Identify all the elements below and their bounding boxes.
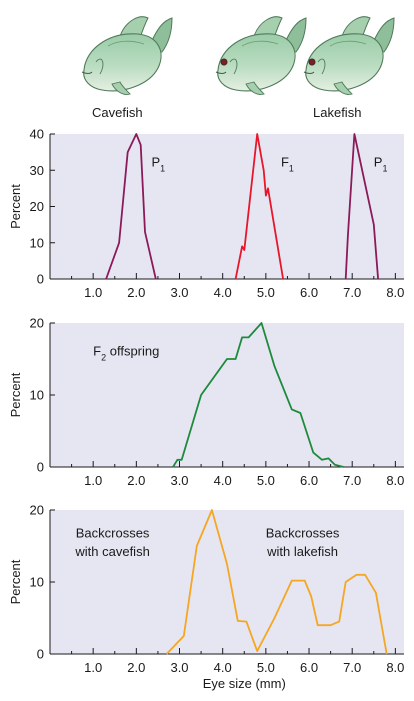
fish-pelvic-fin: [333, 81, 353, 95]
annotation-4: with lakefish: [266, 544, 338, 559]
annotation-text: with lakefish: [266, 544, 338, 559]
y-tick-label: 20: [30, 503, 44, 518]
fish-gill: [229, 58, 238, 75]
y-tick-label: 10: [30, 575, 44, 590]
fish-illustrations: [81, 16, 395, 95]
plot-area: [50, 323, 404, 467]
y-tick-label: 0: [37, 647, 44, 662]
fish-mouth: [215, 71, 227, 74]
x-tick-label: 2.0: [127, 660, 145, 675]
x-tick-label: 6.0: [300, 660, 318, 675]
annotation-1: P1: [151, 155, 165, 174]
y-axis-label: Percent: [8, 559, 23, 604]
x-tick-label: 5.0: [257, 660, 275, 675]
x-tick-label: 7.0: [343, 473, 361, 488]
x-tick-label: 5.0: [257, 473, 275, 488]
annotation-2: F1: [281, 155, 294, 174]
y-tick-label: 10: [30, 388, 44, 403]
y-tick-label: 20: [30, 316, 44, 331]
x-tick-label: 3.0: [170, 473, 188, 488]
fish-body: [83, 33, 162, 92]
x-tick-label: 6.0: [300, 473, 318, 488]
fish-body: [305, 33, 384, 92]
annotation-tail: offspring: [106, 343, 159, 358]
x-tick-label: 8.0: [386, 473, 404, 488]
fish-gill: [317, 58, 326, 75]
series-line-2: [234, 133, 284, 280]
annotation-text: P: [151, 155, 160, 170]
annotation-text: F: [93, 343, 101, 358]
x-tick-label: 7.0: [343, 285, 361, 300]
fish-scale-line: [241, 40, 279, 47]
x-tick-label: 6.0: [300, 285, 318, 300]
series-line-3: [344, 133, 379, 280]
fish-eye: [308, 58, 316, 66]
x-tick-label: 4.0: [214, 473, 232, 488]
y-tick-label: 0: [37, 272, 44, 287]
annotation-3: P1: [374, 155, 388, 174]
annotation-subscript: 2: [101, 352, 106, 362]
x-tick-label: 5.0: [257, 285, 275, 300]
annotation-subscript: 1: [382, 164, 387, 174]
annotation-1: F2 offspring: [93, 343, 159, 362]
x-tick-label: 1.0: [84, 473, 102, 488]
fish-pelvic-fin: [245, 81, 265, 95]
y-tick-label: 40: [30, 127, 44, 142]
x-tick-label: 1.0: [84, 660, 102, 675]
x-tick-label: 4.0: [214, 285, 232, 300]
annotation-subscript: 1: [160, 164, 165, 174]
x-tick-label: 8.0: [386, 285, 404, 300]
y-tick-label: 30: [30, 163, 44, 178]
x-axis-label: Eye size (mm): [203, 676, 286, 691]
annotation-subscript: 1: [289, 164, 294, 174]
fish-body: [217, 33, 296, 92]
series-line-1: [165, 509, 388, 655]
x-tick-label: 1.0: [84, 285, 102, 300]
annotation-text: with cavefish: [74, 544, 149, 559]
annotation-text: F: [281, 155, 289, 170]
annotation-text: Backcrosses: [266, 525, 340, 540]
x-tick-label: 2.0: [127, 473, 145, 488]
annotation-text: P: [374, 155, 383, 170]
annotation-1: Backcrosses: [76, 525, 150, 540]
annotation-3: Backcrosses: [266, 525, 340, 540]
x-tick-label: 4.0: [214, 660, 232, 675]
cavefish-label: Cavefish: [92, 105, 143, 120]
y-tick-label: 10: [30, 235, 44, 250]
series-line-1: [105, 133, 157, 280]
fish-scale-line: [107, 40, 145, 47]
cavefish-illustration: [81, 16, 173, 95]
y-tick-label: 20: [30, 199, 44, 214]
x-tick-label: 2.0: [127, 285, 145, 300]
x-tick-label: 7.0: [343, 660, 361, 675]
series-line-1: [172, 322, 344, 468]
plot-area: [50, 134, 404, 279]
lakefish-illustration-2: [303, 16, 395, 95]
chart-panel-3: 0 10 20 1.0 2.0 3.0 4.0 5.0 6.0 7.0 8.0 Percent Back…: [8, 503, 404, 692]
y-axis-label: Percent: [8, 184, 23, 229]
lakefish-label: Lakefish: [313, 105, 362, 120]
x-tick-label: 3.0: [170, 660, 188, 675]
fish-scale-line: [329, 40, 367, 47]
fish-pelvic-fin: [111, 81, 131, 95]
fish-gill: [95, 58, 104, 75]
fish-mouth: [81, 71, 93, 74]
chart-panel-2: 0 10 20 1.0 2.0 3.0 4.0 5.0 6.0 7.0 8.0 Percent F2 o…: [8, 316, 404, 489]
x-tick-label: 3.0: [170, 285, 188, 300]
lakefish-illustration-1: [215, 16, 307, 95]
y-tick-label: 0: [37, 460, 44, 475]
annotation-2: with cavefish: [74, 544, 149, 559]
x-tick-label: 8.0: [386, 660, 404, 675]
y-axis-label: Percent: [8, 372, 23, 417]
fish-eye: [220, 58, 228, 66]
fish-mouth: [303, 71, 315, 74]
annotation-text: Backcrosses: [76, 525, 150, 540]
chart-panel-1: 0 10 20 30 40 1.0 2.0 3.0 4.0 5.0 6.0 7.0 8.0 Percent…: [8, 127, 404, 301]
